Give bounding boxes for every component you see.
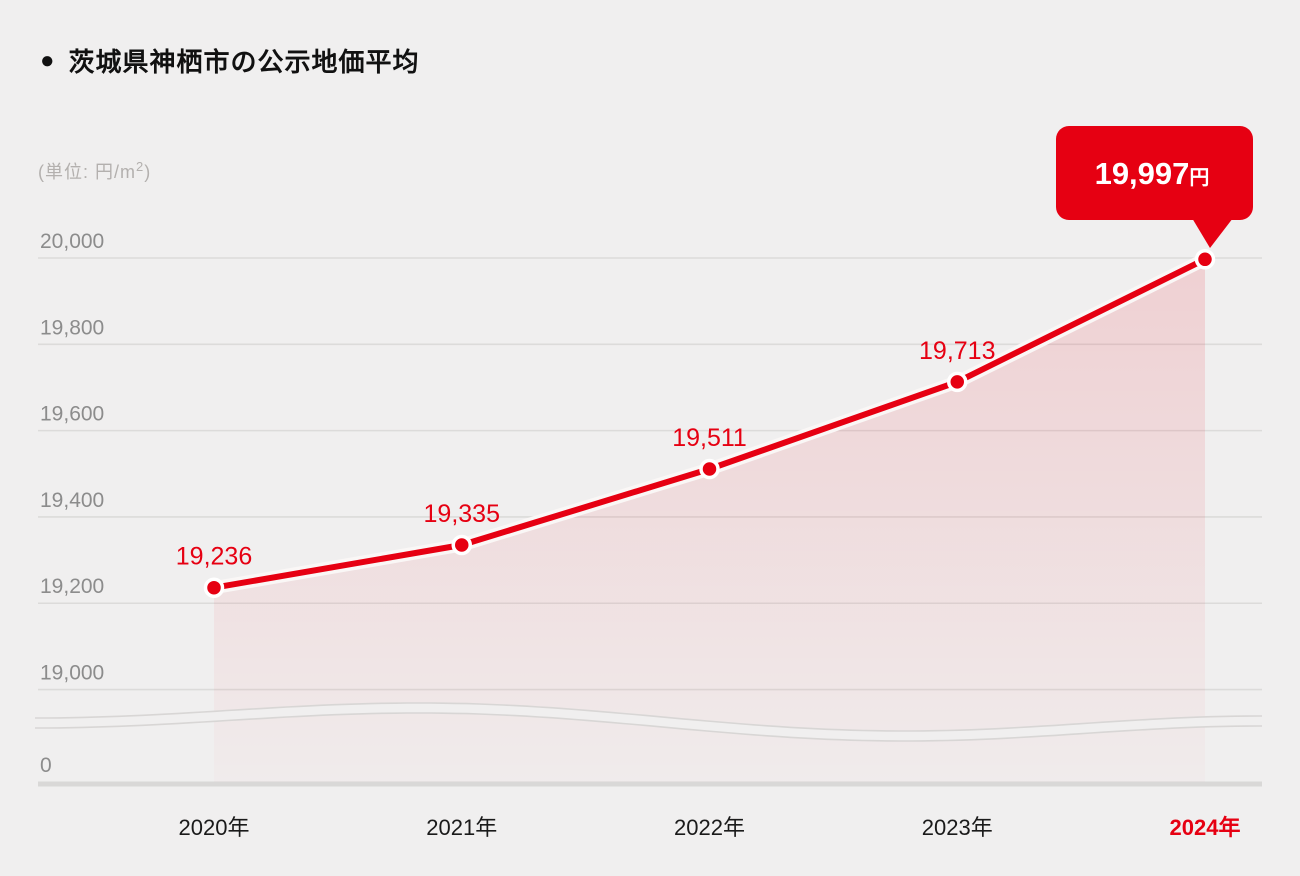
- x-axis-labels: 2020年 2021年 2022年 2023年 2024年: [179, 815, 1241, 840]
- data-point-label: 19,236: [176, 543, 252, 571]
- callout-bubble: [1056, 126, 1253, 220]
- page-title: 茨城県神栖市の公示地価平均: [68, 47, 420, 77]
- data-point: [699, 458, 720, 480]
- data-point-label: 19,511: [672, 424, 747, 452]
- callout-tail: [1192, 218, 1233, 248]
- data-point: [451, 534, 472, 556]
- y-axis-label: 19,600: [40, 403, 104, 426]
- gridlines: 20,000 19,800 19,600 19,400 19,200 19,000 0: [38, 230, 1262, 787]
- x-axis-label: 2022年: [674, 815, 745, 840]
- axis-break-wave: [35, 702, 1262, 742]
- y-axis-label: 19,800: [40, 316, 104, 339]
- chart-title-row: ● 茨城県神栖市の公示地価平均: [40, 42, 420, 79]
- data-point: [947, 371, 968, 393]
- callout-label: 19,997円: [1095, 156, 1210, 191]
- x-axis-label: 2020年: [179, 815, 250, 840]
- y-axis-label: 19,200: [40, 575, 104, 598]
- y-axis-label-zero: 0: [40, 754, 52, 777]
- x-axis-label: 2021年: [426, 815, 497, 840]
- data-points: [203, 249, 1216, 598]
- y-axis-label: 19,400: [40, 489, 104, 512]
- y-axis-label: 20,000: [40, 230, 104, 253]
- unit-label-sup: 2: [136, 159, 145, 174]
- data-point-label: 19,713: [919, 337, 995, 365]
- y-axis-label: 19,000: [40, 662, 104, 685]
- data-point: [203, 577, 225, 598]
- data-point: [1194, 249, 1216, 270]
- x-axis-label: 2024年: [1170, 815, 1241, 840]
- unit-label-prefix: (単位: 円/m: [38, 162, 136, 182]
- x-axis-label: 2023年: [922, 815, 993, 840]
- data-point-label: 19,335: [424, 500, 500, 528]
- title-bullet-icon: ●: [40, 46, 55, 74]
- unit-label-suffix: ): [144, 162, 152, 182]
- callout: 19,997円: [1056, 126, 1253, 248]
- unit-label: (単位: 円/m2): [38, 158, 151, 184]
- data-point-labels: 19,236 19,335 19,511 19,713: [176, 337, 996, 571]
